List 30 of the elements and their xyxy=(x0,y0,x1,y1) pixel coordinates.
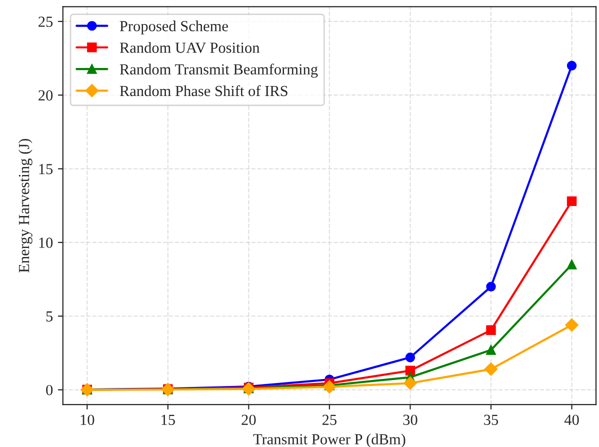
x-tick-label: 30 xyxy=(403,414,418,426)
y-tick-label: 5 xyxy=(46,311,53,322)
y-tick-label: 20 xyxy=(38,90,53,101)
legend-label: Proposed Scheme xyxy=(120,20,228,34)
point xyxy=(566,196,577,206)
point xyxy=(405,352,416,362)
point xyxy=(322,380,336,394)
legend-label: Random Transmit Beamforming xyxy=(120,64,318,78)
x-tick-label: 25 xyxy=(322,414,336,426)
y-tick-label: 10 xyxy=(39,238,53,248)
x-tick-label: 15 xyxy=(162,414,175,426)
x-tick-label: 10 xyxy=(80,414,94,426)
point xyxy=(242,382,256,396)
x-tick-label: 20 xyxy=(242,414,256,426)
y-tick-label: 0 xyxy=(46,384,53,396)
point xyxy=(486,282,496,292)
point xyxy=(486,345,496,355)
y-tick-label: 15 xyxy=(39,164,53,174)
legend-label: Random Phase Shift of IRS xyxy=(120,85,288,96)
point xyxy=(566,60,577,71)
x-tick-label: 40 xyxy=(564,414,579,426)
y-axis-title: Energy Harvesting (J) xyxy=(18,138,32,273)
point xyxy=(484,362,498,376)
point xyxy=(486,325,496,335)
y-tick-label: 25 xyxy=(38,16,53,27)
point xyxy=(404,376,417,390)
legend-label: Random UAV Position xyxy=(120,42,260,53)
point xyxy=(565,318,578,332)
x-tick-label: 35 xyxy=(484,414,498,426)
point xyxy=(566,260,577,270)
